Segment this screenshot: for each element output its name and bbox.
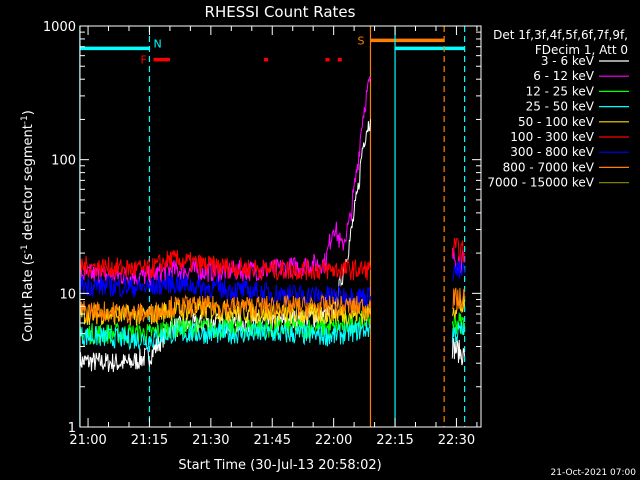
x-tick-label: 21:15 <box>131 433 168 448</box>
plot-frame <box>79 25 482 428</box>
series-line <box>451 322 466 344</box>
y-label-part: ) <box>21 110 36 115</box>
legend: Det 1f,3f,4f,5f,6f,7f,9f,FDecim 1, Att 0… <box>487 28 629 190</box>
series-line <box>79 76 371 286</box>
axis-layer: 1 10 100 1000 21:00 21:15 21:30 21:45 22:00 22:15… <box>43 20 481 448</box>
series-layer <box>79 76 466 373</box>
series-line <box>79 272 371 308</box>
y-axis-label: Count Rate (s-1 detector segment-1) <box>20 110 36 342</box>
x-tick-label: 21:30 <box>192 433 229 448</box>
y-label-superscript: -1 <box>20 115 30 124</box>
x-tick-label: 22:00 <box>315 433 352 448</box>
series-line <box>79 294 371 324</box>
y-tick-label: 1000 <box>43 20 76 35</box>
legend-header: Det 1f,3f,4f,5f,6f,7f,9f, <box>493 28 628 42</box>
legend-entry-label: 12 - 25 keV <box>526 84 595 98</box>
legend-entry-label: 7000 - 15000 keV <box>487 176 594 190</box>
x-tick-label: 22:30 <box>438 433 475 448</box>
y-tick-label: 100 <box>51 154 76 169</box>
x-tick-label: 21:45 <box>254 433 291 448</box>
series-line <box>79 318 371 351</box>
x-axis-label: Start Time (30-Jul-13 20:58:02) <box>178 458 381 473</box>
event-bar-label: S <box>357 34 364 47</box>
chart-title: RHESSI Count Rates <box>205 3 356 21</box>
series-line <box>79 307 371 346</box>
series-line <box>451 287 466 310</box>
legend-entry-label: 3 - 6 keV <box>541 54 595 68</box>
legend-entry-label: 800 - 7000 keV <box>503 160 595 174</box>
legend-entry-label: 50 - 100 keV <box>518 115 595 129</box>
y-label-superscript: -1 <box>20 244 30 253</box>
y-tick-label: 1 <box>68 421 76 436</box>
event-bar-label: N <box>153 37 161 50</box>
legend-entry-label: 100 - 300 keV <box>510 130 594 144</box>
x-tick-label: 21:00 <box>69 433 106 448</box>
series-line <box>79 249 371 282</box>
series-line <box>451 237 466 263</box>
legend-entry-label: 6 - 12 keV <box>533 69 595 83</box>
legend-entry-label: 25 - 50 keV <box>526 100 595 114</box>
x-tick-label: 22:15 <box>376 433 413 448</box>
y-label-part: Count Rate (s <box>21 253 36 342</box>
series-line <box>451 337 466 366</box>
timestamp-footer: 21-Oct-2021 07:00 <box>551 468 637 478</box>
y-label-part: detector segment <box>21 124 36 244</box>
series-line <box>451 260 466 281</box>
y-tick-label: 10 <box>59 287 76 302</box>
event-bar-label: F <box>141 54 147 67</box>
series-line <box>79 299 371 327</box>
legend-entry-label: 300 - 800 keV <box>510 145 594 159</box>
legend-header: FDecim 1, Att 0 <box>535 43 628 57</box>
